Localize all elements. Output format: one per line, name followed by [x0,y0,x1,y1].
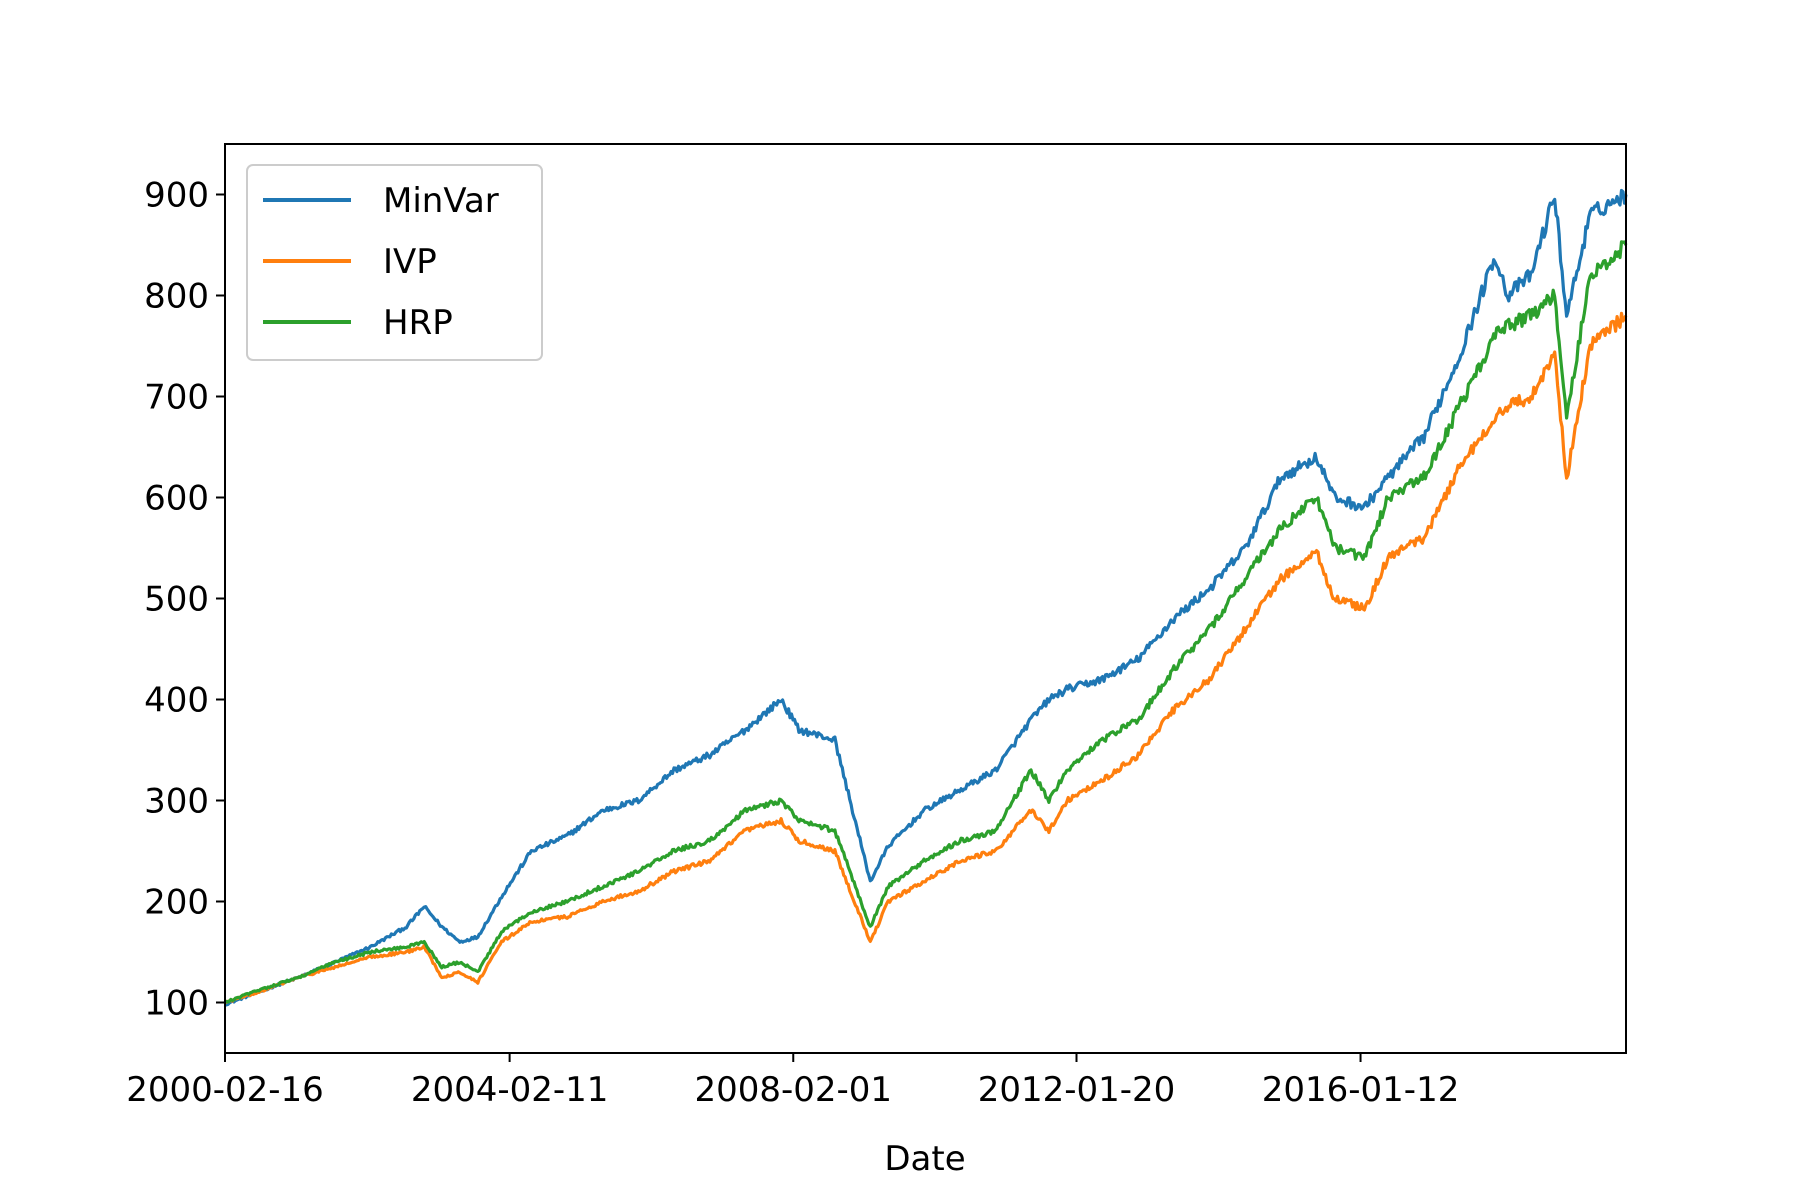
series-line-minvar [224,188,1628,1007]
series-line-hrp [224,240,1628,1004]
x-axis-label: Date [884,1139,965,1179]
x-tick-label: 2016-01-12 [1262,1070,1460,1110]
x-tick-label: 2008-02-01 [694,1070,892,1110]
x-tick-label: 2012-01-20 [978,1070,1176,1110]
y-tick-label: 700 [144,378,209,418]
y-tick-label: 200 [144,883,209,923]
y-tick-label: 300 [144,782,209,822]
y-tick-label: 100 [144,984,209,1024]
series-line-ivp [224,311,1628,1005]
x-tick-label: 2000-02-16 [126,1070,324,1110]
legend-label-minvar: MinVar [383,181,499,221]
y-axis: 100 200 300 400 500 600 700 800 900 [144,176,225,1024]
x-axis: 2000-02-16 2004-02-11 2008-02-01 2012-01-20… [126,1053,1459,1110]
legend-label-hrp: HRP [383,303,453,343]
y-tick-label: 800 [144,277,209,317]
x-tick-label: 2004-02-11 [411,1070,609,1110]
y-tick-label: 500 [144,580,209,620]
y-tick-label: 600 [144,479,209,519]
legend: MinVar IVP HRP [246,164,543,361]
y-tick-label: 900 [144,176,209,216]
legend-box [246,164,543,361]
series-layer [224,188,1628,1007]
legend-label-ivp: IVP [383,242,437,282]
y-tick-label: 400 [144,681,209,721]
